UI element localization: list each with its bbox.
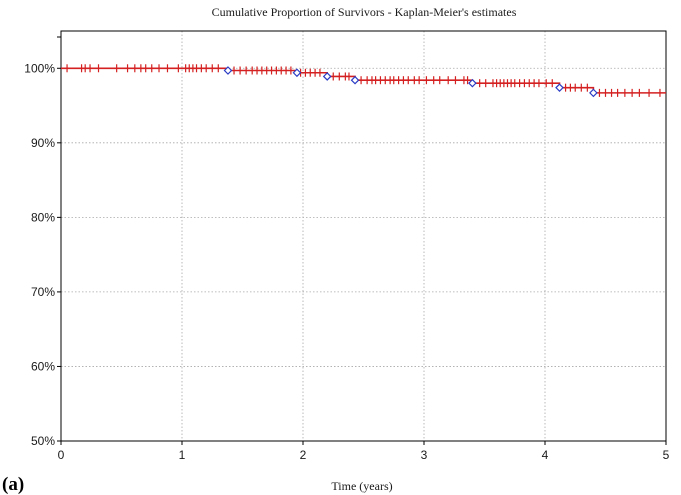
y-tick-label: 80%	[31, 210, 55, 224]
x-tick-label: 1	[179, 448, 186, 462]
chart-title: Cumulative Proportion of Survivors - Kap…	[212, 5, 517, 19]
grid-lines	[61, 31, 666, 441]
x-tick-label: 3	[421, 448, 428, 462]
event-marker	[292, 68, 302, 78]
event-marker	[350, 75, 360, 85]
y-tick-label: 90%	[31, 136, 55, 150]
x-tick-label: 2	[300, 448, 307, 462]
event-marker	[223, 66, 233, 75]
y-axis: 50% 60% 70% 80% 90% 100%	[24, 36, 61, 448]
x-tick-label: 0	[58, 448, 65, 462]
y-tick-label: 60%	[31, 359, 55, 373]
event-marker	[555, 83, 564, 93]
x-axis-label: Time (years)	[331, 479, 392, 493]
event-markers	[223, 66, 598, 98]
event-marker	[589, 88, 598, 98]
event-marker	[468, 78, 477, 88]
panel-label: (a)	[2, 474, 24, 495]
x-tick-label: 5	[663, 448, 670, 462]
x-tick-label: 4	[542, 448, 549, 462]
censor-marks	[66, 64, 661, 97]
y-tick-label: 70%	[31, 285, 55, 299]
y-tick-label: 50%	[31, 434, 55, 448]
x-axis: 0 1 2 3 4 5	[58, 441, 670, 462]
plot-frame	[60, 30, 667, 442]
event-marker	[322, 72, 332, 81]
y-tick-label: 100%	[24, 61, 55, 75]
